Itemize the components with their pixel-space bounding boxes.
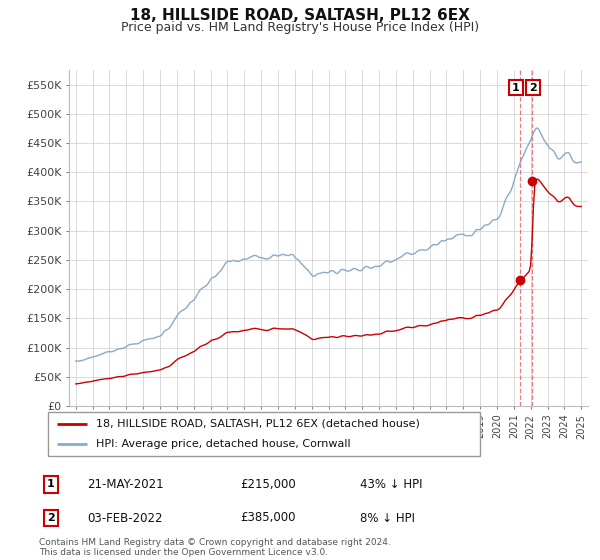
Text: 1: 1 bbox=[512, 82, 520, 92]
Text: £385,000: £385,000 bbox=[240, 511, 296, 525]
Text: 18, HILLSIDE ROAD, SALTASH, PL12 6EX (detached house): 18, HILLSIDE ROAD, SALTASH, PL12 6EX (de… bbox=[95, 419, 419, 429]
Text: HPI: Average price, detached house, Cornwall: HPI: Average price, detached house, Corn… bbox=[95, 439, 350, 449]
Text: 43% ↓ HPI: 43% ↓ HPI bbox=[360, 478, 422, 491]
Text: Price paid vs. HM Land Registry's House Price Index (HPI): Price paid vs. HM Land Registry's House … bbox=[121, 21, 479, 34]
Text: 21-MAY-2021: 21-MAY-2021 bbox=[87, 478, 164, 491]
Text: 2: 2 bbox=[47, 513, 55, 523]
Text: 2: 2 bbox=[529, 82, 537, 92]
Text: 1: 1 bbox=[47, 479, 55, 489]
Text: £215,000: £215,000 bbox=[240, 478, 296, 491]
FancyBboxPatch shape bbox=[48, 412, 480, 456]
Text: 03-FEB-2022: 03-FEB-2022 bbox=[87, 511, 163, 525]
Text: Contains HM Land Registry data © Crown copyright and database right 2024.
This d: Contains HM Land Registry data © Crown c… bbox=[39, 538, 391, 557]
Text: 18, HILLSIDE ROAD, SALTASH, PL12 6EX: 18, HILLSIDE ROAD, SALTASH, PL12 6EX bbox=[130, 8, 470, 24]
Text: 8% ↓ HPI: 8% ↓ HPI bbox=[360, 511, 415, 525]
